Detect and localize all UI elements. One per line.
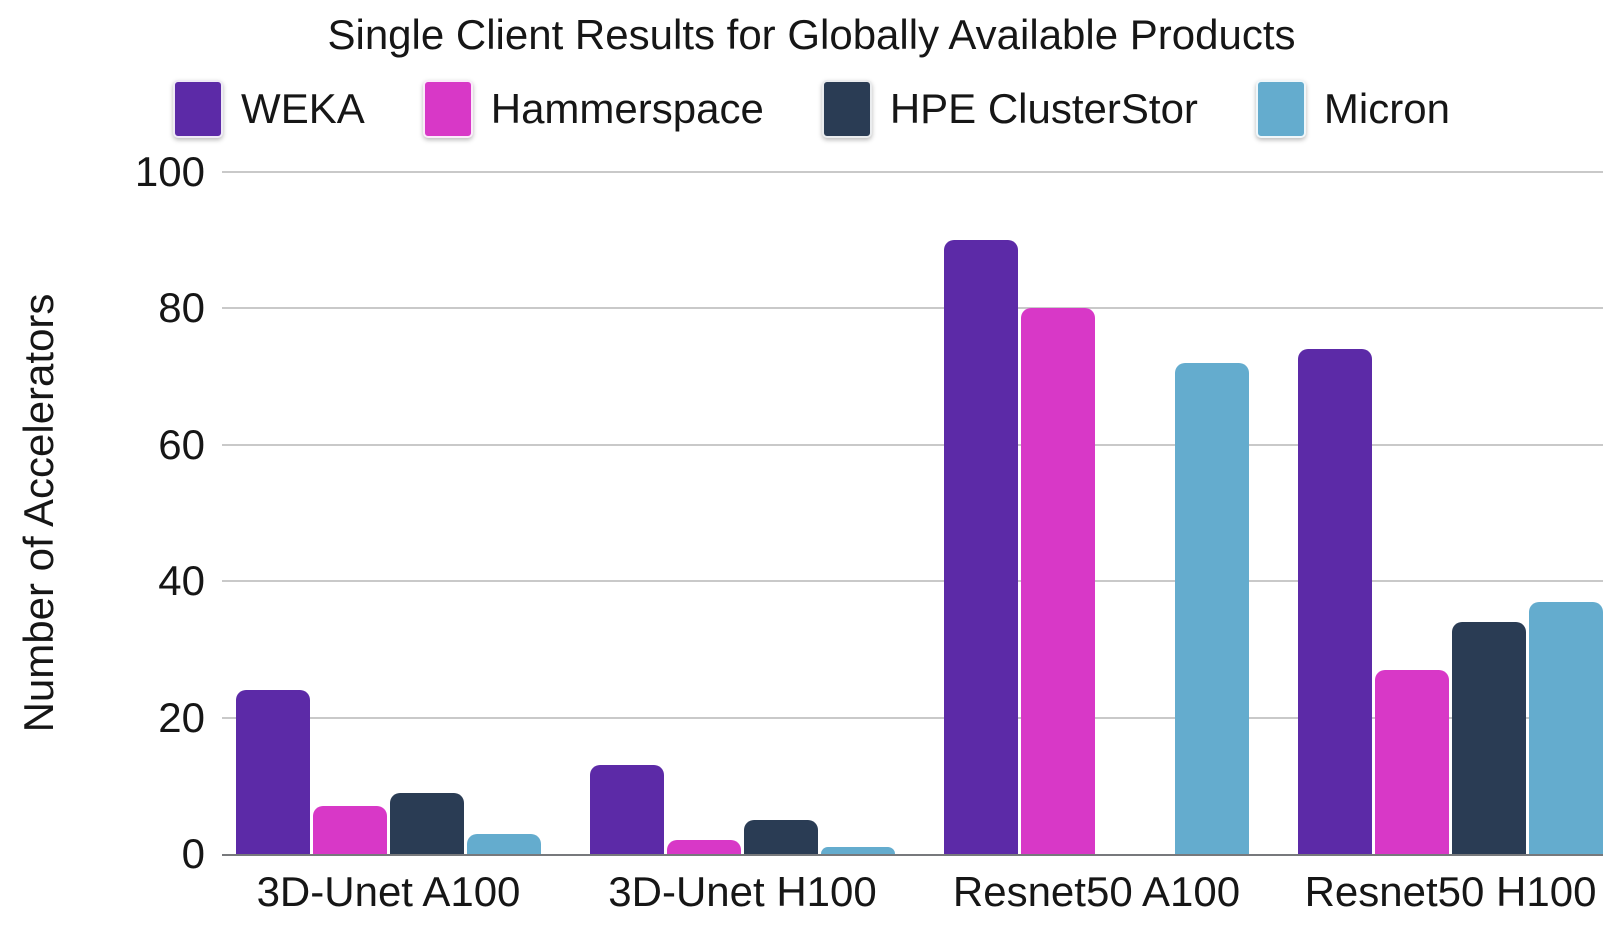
x-category-label-3d-unet-a100: 3D-Unet A100 bbox=[256, 868, 521, 915]
y-tick-label-40: 40 bbox=[158, 557, 205, 605]
legend-item-hpe-clusterstor: HPE ClusterStor bbox=[821, 80, 1198, 138]
legend-swatch-hammerspace bbox=[422, 80, 473, 138]
x-category-label-resnet50-a100: Resnet50 A100 bbox=[952, 868, 1241, 915]
y-tick-label-60: 60 bbox=[158, 420, 205, 468]
gridline-20 bbox=[222, 716, 1603, 719]
bar-hpe-clusterstor-resnet50-h100 bbox=[1452, 622, 1526, 854]
y-tick-label-80: 80 bbox=[158, 284, 205, 332]
chart-title: Single Client Results for Globally Avail… bbox=[327, 11, 1296, 58]
bar-micron-resnet50-h100 bbox=[1529, 601, 1603, 854]
bar-weka-3d-unet-a100 bbox=[236, 690, 310, 854]
y-tick-label-20: 20 bbox=[158, 693, 205, 741]
bars-row: 3D-Unet A100 3D-Unet H100 Resnet50 A100 Res… bbox=[222, 172, 1603, 915]
bar-group-3d-unet-a100: 3D-Unet A100 bbox=[236, 172, 541, 915]
x-category-label-3d-unet-h100: 3D-Unet H100 bbox=[608, 868, 877, 915]
bar-group-resnet50-a100: Resnet50 A100 bbox=[944, 172, 1249, 915]
bar-hammerspace-3d-unet-a100 bbox=[313, 806, 387, 854]
bar-hammerspace-resnet50-h100 bbox=[1375, 669, 1449, 854]
gridline-60 bbox=[222, 443, 1603, 446]
y-axis-title: Number of Accelerators bbox=[15, 293, 62, 733]
bar-group-3d-unet-h100: 3D-Unet H100 bbox=[590, 172, 895, 915]
chart-legend: WEKA Hammerspace HPE ClusterStor Micron bbox=[0, 80, 1623, 138]
bar-micron-resnet50-a100 bbox=[1175, 362, 1249, 854]
gridline-40 bbox=[222, 580, 1603, 583]
legend-label-micron: Micron bbox=[1323, 85, 1450, 132]
bar-hammerspace-resnet50-a100 bbox=[1021, 308, 1095, 854]
legend-swatch-micron bbox=[1255, 80, 1306, 138]
legend-item-hammerspace: Hammerspace bbox=[422, 80, 764, 138]
bar-micron-3d-unet-h100 bbox=[821, 847, 895, 854]
legend-label-weka: WEKA bbox=[241, 85, 365, 132]
gridline-80 bbox=[222, 307, 1603, 310]
bar-hpe-clusterstor-3d-unet-h100 bbox=[744, 819, 818, 854]
bar-group-resnet50-h100: Resnet50 H100 bbox=[1298, 172, 1603, 915]
y-tick-label-0: 0 bbox=[181, 830, 205, 877]
x-category-label-resnet50-h100: Resnet50 H100 bbox=[1304, 868, 1597, 915]
legend-item-weka: WEKA bbox=[173, 80, 365, 138]
bar-hpe-clusterstor-3d-unet-a100 bbox=[390, 792, 464, 854]
legend-swatch-weka bbox=[173, 80, 224, 138]
bar-hammerspace-3d-unet-h100 bbox=[667, 840, 741, 854]
bar-weka-resnet50-a100 bbox=[944, 240, 1018, 854]
legend-label-hpe-clusterstor: HPE ClusterStor bbox=[889, 85, 1198, 132]
gridline-100 bbox=[222, 171, 1603, 173]
bar-weka-resnet50-h100 bbox=[1298, 349, 1372, 854]
legend-label-hammerspace: Hammerspace bbox=[490, 85, 764, 132]
bar-weka-3d-unet-h100 bbox=[590, 765, 664, 854]
legend-swatch-hpe-clusterstor bbox=[821, 80, 872, 138]
bar-micron-3d-unet-a100 bbox=[467, 833, 541, 854]
plot-area: 3D-Unet A100 3D-Unet H100 Resnet50 A100 Res… bbox=[222, 171, 1603, 915]
y-tick-label-100: 100 bbox=[134, 148, 205, 195]
legend-item-micron: Micron bbox=[1255, 80, 1450, 138]
